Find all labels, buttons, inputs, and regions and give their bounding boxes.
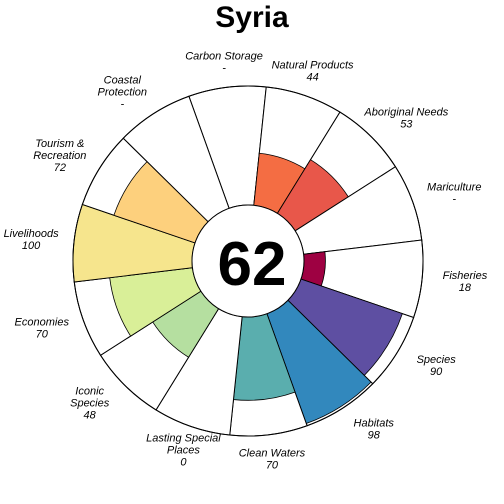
petal-label: Carbon Storage -	[185, 50, 263, 74]
petal-value: 0	[180, 456, 187, 468]
center-score: 62	[218, 230, 287, 299]
petal-name: Mariculture	[427, 181, 481, 193]
petal-value: 100	[22, 240, 41, 252]
petal-label: Mariculture -	[427, 181, 481, 205]
petal-name: Lasting Special	[146, 432, 221, 444]
petal-name: Economies	[15, 317, 70, 329]
petal-value: 70	[36, 329, 49, 341]
outer-ring	[72, 85, 424, 437]
petal-value: 98	[368, 430, 381, 442]
petal-name: Tourism &	[35, 138, 84, 150]
petal-name: Species	[417, 354, 457, 366]
petal-label: Coastal Protection -	[98, 74, 148, 110]
petal-value: 90	[430, 366, 443, 378]
petal-label: Tourism & Recreation 72	[33, 138, 86, 174]
petal-label: Natural Products 44	[272, 60, 354, 84]
petal-value: -	[120, 98, 124, 110]
petal-name: Carbon Storage	[185, 50, 263, 62]
petal-label: Economies 70	[15, 317, 70, 341]
petal-name: Recreation	[33, 150, 86, 162]
petal-name: Livelihoods	[4, 228, 60, 240]
petal-value: 44	[306, 72, 318, 84]
petal-label: Habitats 98	[354, 418, 395, 442]
center-hole	[191, 204, 305, 318]
petal-name: Species	[70, 398, 110, 410]
petal-name: Protection	[98, 86, 148, 98]
petal-label: Lasting Special Places 0	[146, 432, 221, 468]
petal-name: Natural Products	[272, 60, 354, 72]
petal-label: Clean Waters 70	[239, 448, 306, 472]
petal-name: Habitats	[354, 418, 395, 430]
petal-value: 53	[400, 118, 413, 130]
petal-label: Aboriginal Needs 53	[363, 106, 448, 130]
petal-label: Fisheries 18	[443, 270, 488, 294]
petal-value: -	[222, 62, 226, 74]
petal-value: 18	[459, 282, 472, 294]
petal-name: Iconic	[75, 386, 104, 398]
petal-label: Livelihoods 100	[4, 228, 60, 252]
petal-value: 48	[84, 410, 97, 422]
petal-label: Species 90	[417, 354, 457, 378]
petal-name: Coastal	[104, 74, 142, 86]
petal-name: Fisheries	[443, 270, 488, 282]
petal-name: Clean Waters	[239, 448, 306, 460]
petal-value: 72	[54, 162, 66, 174]
petal-label: Iconic Species 48	[70, 386, 110, 422]
petal-name: Places	[167, 444, 201, 456]
petal-value: 70	[266, 460, 279, 472]
petal-value: -	[452, 193, 456, 205]
petal-name: Aboriginal Needs	[363, 106, 448, 118]
chart-title: Syria	[215, 1, 289, 34]
